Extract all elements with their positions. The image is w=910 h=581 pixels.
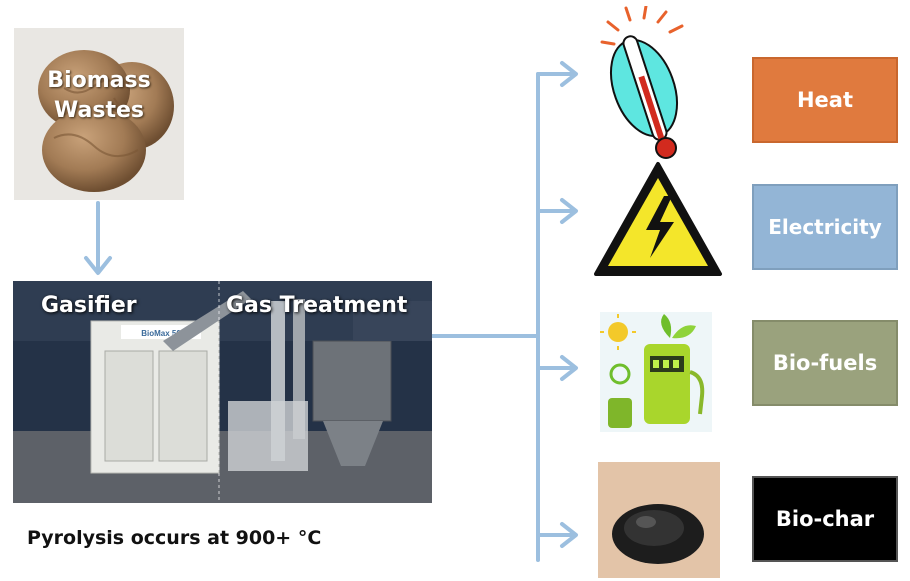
pyrolysis-caption: Pyrolysis occurs at 900+ °C (27, 527, 322, 549)
biofuels-output-box: Bio-fuels (752, 320, 898, 406)
arrowhead-down (84, 256, 112, 275)
thermometer-icon (600, 6, 684, 159)
electricity-output-box: Electricity (752, 184, 898, 270)
biomass-label-line1: Biomass (47, 68, 151, 93)
heat-output-box: Heat (752, 57, 898, 143)
high-voltage-icon (594, 162, 722, 276)
plant-illustration: BioMax 50 (13, 281, 432, 503)
walnuts-illustration (38, 50, 174, 192)
biochar-output-box: Bio-char (752, 476, 898, 562)
green-fuel-pump-icon (600, 312, 712, 432)
biomass-wastes-image: Biomass Wastes (14, 28, 184, 200)
gas-treatment-label: Gas Treatment (226, 293, 408, 318)
gasifier-plant-photo: BioMax 50 Gasifier Gas Treatment (13, 281, 432, 503)
biomass-label-line2: Wastes (54, 98, 144, 123)
biochar-powder-icon (598, 462, 720, 578)
machine-brand: BioMax 50 (141, 329, 181, 338)
gasifier-label: Gasifier (41, 293, 137, 318)
